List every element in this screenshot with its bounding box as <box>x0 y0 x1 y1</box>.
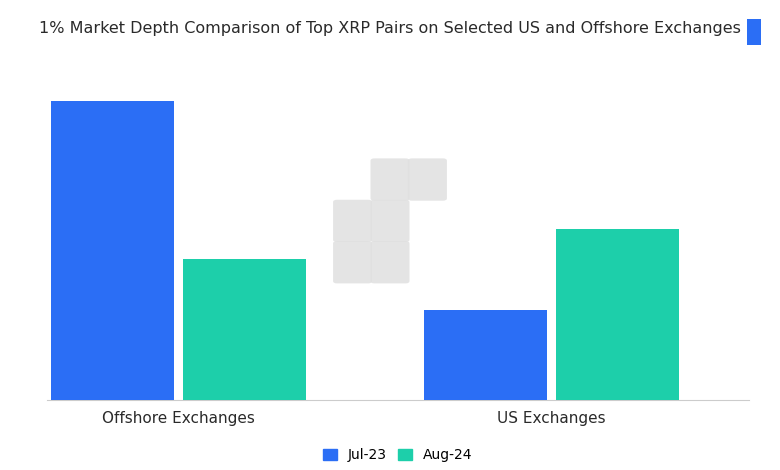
Bar <box>183 259 306 400</box>
Bar <box>51 101 174 400</box>
Bar <box>555 229 679 400</box>
Bar <box>424 310 547 399</box>
Text: 1% Market Depth Comparison of Top XRP Pairs on Selected US and Offshore Exchange: 1% Market Depth Comparison of Top XRP Pa… <box>39 21 741 36</box>
Legend: Jul-23, Aug-24: Jul-23, Aug-24 <box>317 443 478 468</box>
